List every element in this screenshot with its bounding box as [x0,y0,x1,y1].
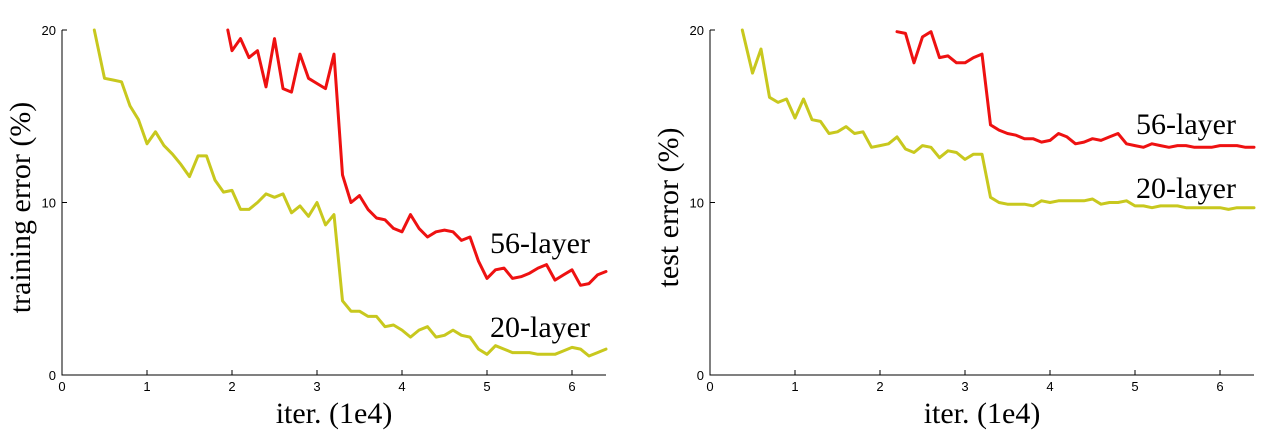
y-tick-label: 0 [697,368,704,383]
x-tick-label: 5 [1131,379,1138,394]
x-tick-label: 5 [483,379,490,394]
x-tick-label: 4 [1046,379,1053,394]
chart-panel-2: 0 1 2 3 4 5 6 0 10 20 56-layer 20-layer iter. (1e4) t… [652,23,1256,430]
y-tick-label: 10 [42,196,56,211]
chart-panel-1: 0 1 2 3 4 5 6 0 10 20 56-layer 20-layer iter. (1e4) t… [4,23,608,430]
y-tick-label: 20 [42,23,56,38]
x-tick-label: 6 [568,379,575,394]
x-tick-label: 2 [228,379,235,394]
x-tick-label: 6 [1216,379,1223,394]
x-axis-label: iter. (1e4) [924,397,1041,430]
x-tick-label: 1 [791,379,798,394]
x-tick-label: 4 [398,379,405,394]
series-line-20-layer [740,28,1256,211]
series-line-20-layer [92,28,608,358]
y-tick-label: 20 [690,23,704,38]
y-tick-label: 0 [49,368,56,383]
x-axis-label: iter. (1e4) [276,397,393,430]
x-tick-label: 3 [961,379,968,394]
y-axis-label: training error (%) [4,102,37,314]
y-tick-label: 10 [690,196,704,211]
x-tick-label: 3 [313,379,320,394]
x-tick-label: 0 [58,379,65,394]
x-tick-label: 2 [876,379,883,394]
series-label-56-layer: 56-layer [490,227,590,260]
series-label-20-layer: 20-layer [490,311,590,344]
x-tick-label: 0 [706,379,713,394]
series-line-56-layer [226,28,608,287]
y-axis-label: test error (%) [652,128,685,288]
x-tick-label: 1 [143,379,150,394]
series-label-20-layer: 20-layer [1136,172,1236,205]
series-line-56-layer [895,30,1256,149]
series-label-56-layer: 56-layer [1136,108,1236,141]
